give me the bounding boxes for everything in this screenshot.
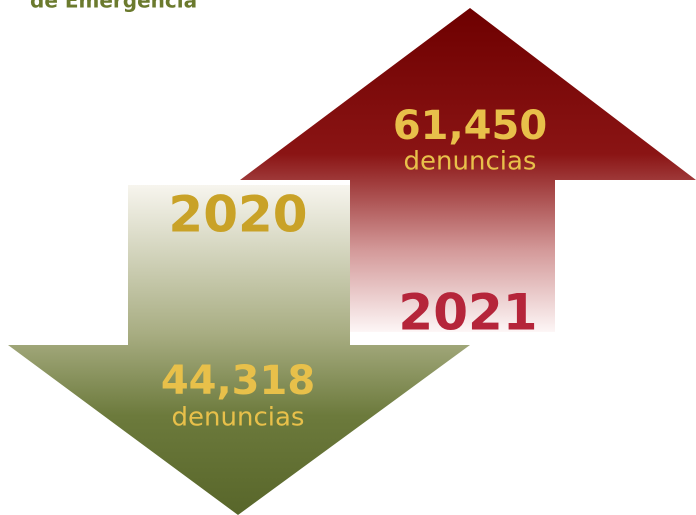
up-arrow <box>240 8 696 332</box>
count-2020: 44,318 <box>161 358 315 404</box>
count-2021: 61,450 <box>393 103 547 149</box>
unit-2021: denuncias <box>404 147 537 177</box>
down-arrow <box>8 185 470 515</box>
year-2021: 2021 <box>398 284 537 342</box>
title: de Emergencia <box>30 0 197 13</box>
year-2020: 2020 <box>168 186 307 244</box>
unit-2020: denuncias <box>172 403 305 433</box>
